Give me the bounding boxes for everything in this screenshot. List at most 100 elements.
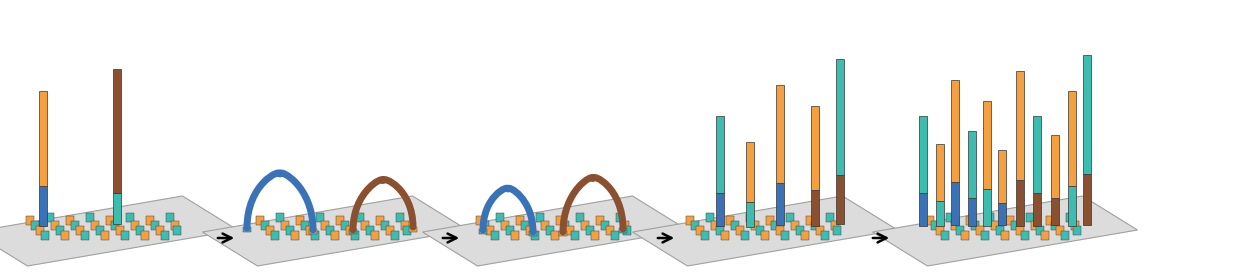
Bar [409,227,418,232]
Bar [110,221,119,230]
Bar [776,225,784,235]
Bar [766,216,774,225]
Bar [306,225,315,235]
Bar [811,221,819,230]
Bar [140,230,149,240]
Bar [571,230,579,240]
Polygon shape [423,196,687,266]
Bar [485,225,494,235]
Bar [1033,116,1041,193]
Bar [986,213,994,222]
Bar [951,221,959,230]
Bar [686,216,695,225]
Bar [1051,221,1060,230]
Bar [366,225,374,235]
Bar [70,221,79,230]
Bar [623,225,631,235]
Bar [1016,71,1025,179]
Bar [701,230,710,240]
Bar [1083,174,1091,225]
Bar [125,213,134,222]
Bar [60,230,69,240]
Bar [31,221,39,230]
Bar [316,213,325,222]
Bar [581,221,589,230]
Bar [286,225,295,235]
Bar [559,231,567,236]
Bar [801,230,809,240]
Bar [998,203,1006,225]
Bar [243,227,251,232]
Bar [120,230,129,240]
Bar [301,221,310,230]
Bar [1026,213,1035,222]
Bar [996,225,1004,235]
Bar [351,230,359,240]
Bar [403,225,411,235]
Bar [381,221,389,230]
Bar [336,216,345,225]
Polygon shape [632,196,898,266]
Bar [566,225,574,235]
Bar [716,225,725,235]
Bar [935,201,944,226]
Bar [1031,221,1040,230]
Bar [150,221,159,230]
Bar [1001,230,1009,240]
Bar [308,229,317,234]
Bar [145,216,154,225]
Bar [940,230,949,240]
Bar [1051,135,1058,198]
Bar [321,221,330,230]
Bar [616,213,624,222]
Bar [976,225,984,235]
Bar [349,229,357,234]
Bar [130,221,139,230]
Bar [930,221,939,230]
Bar [716,116,724,193]
Bar [833,225,841,235]
Bar [1083,55,1091,174]
Bar [311,230,320,240]
Bar [535,213,544,222]
Bar [85,213,94,222]
Bar [836,59,844,174]
Bar [1066,213,1075,222]
Bar [391,230,399,240]
Bar [721,230,730,240]
Bar [171,221,179,230]
Bar [500,221,509,230]
Bar [26,216,34,225]
Bar [479,229,487,234]
Bar [1061,230,1070,240]
Bar [1046,216,1055,225]
Bar [113,193,120,224]
Bar [1021,230,1030,240]
Bar [45,213,54,222]
Bar [371,230,379,240]
Bar [981,230,989,240]
Bar [786,213,794,222]
Bar [591,230,599,240]
Bar [515,216,524,225]
Bar [1016,225,1025,235]
Bar [556,216,564,225]
Bar [946,213,954,222]
Polygon shape [0,196,237,266]
Bar [1051,198,1058,225]
Bar [540,221,549,230]
Bar [1072,225,1081,235]
Bar [1016,179,1025,226]
Bar [166,213,174,222]
Bar [401,221,409,230]
Bar [135,225,144,235]
Polygon shape [873,196,1137,266]
Bar [520,221,529,230]
Bar [781,230,789,240]
Bar [1071,221,1080,230]
Bar [619,228,627,233]
Bar [530,230,539,240]
Bar [968,198,976,226]
Bar [291,230,300,240]
Bar [39,185,46,226]
